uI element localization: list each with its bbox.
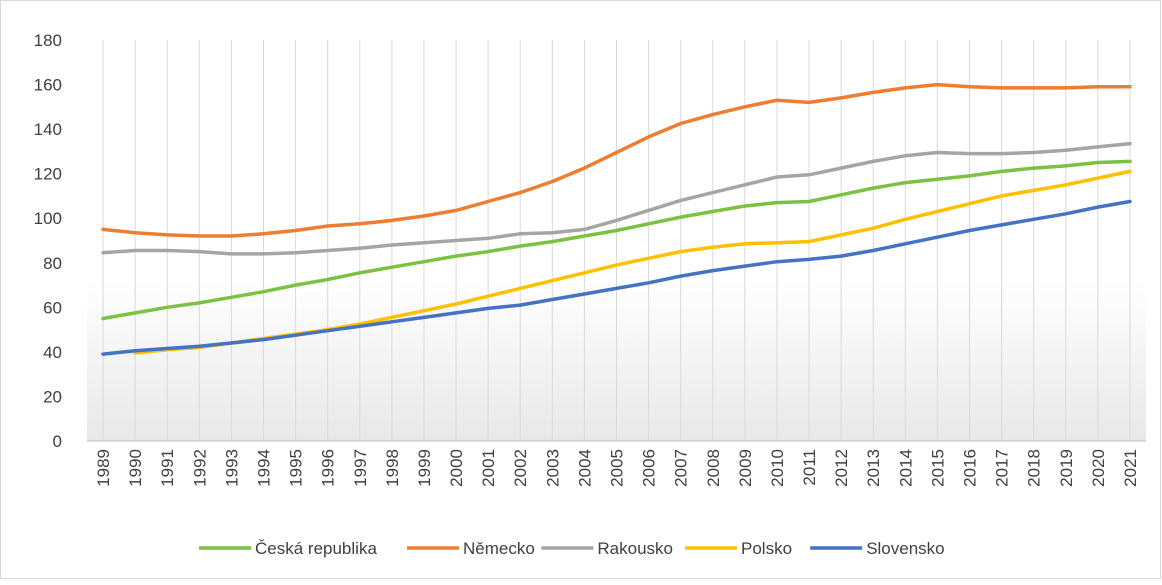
- y-tick-label: 160: [34, 76, 62, 95]
- y-tick-label: 100: [34, 209, 62, 228]
- x-tick-label: 2020: [1089, 449, 1108, 487]
- y-tick-label: 60: [43, 298, 62, 317]
- x-tick-label: 2003: [543, 449, 562, 487]
- legend-label: Česká republika: [255, 539, 377, 558]
- x-tick-label: 2002: [511, 449, 530, 487]
- series-line: [101, 199, 1132, 356]
- series-line: [101, 141, 1132, 256]
- x-tick-label: 2017: [993, 449, 1012, 487]
- x-tick-label: 2008: [704, 449, 723, 487]
- x-tick-label: 2001: [479, 449, 498, 487]
- y-tick-label: 80: [43, 254, 62, 273]
- y-tick-label: 0: [53, 432, 62, 451]
- x-tick-label: 2014: [896, 449, 915, 487]
- y-tick-label: 120: [34, 165, 62, 184]
- legend-label: Německo: [463, 539, 535, 558]
- series-line: [101, 82, 1132, 238]
- x-tick-label: 2018: [1025, 449, 1044, 487]
- x-tick-label: 2019: [1057, 449, 1076, 487]
- x-tick-label: 2006: [640, 449, 659, 487]
- x-tick-label: 2012: [832, 449, 851, 487]
- legend-label: Polsko: [741, 539, 792, 558]
- x-tick-label: 2009: [736, 449, 755, 487]
- x-tick-label: 1994: [255, 449, 274, 487]
- series-line: [101, 159, 1132, 321]
- x-tick-label: 1998: [383, 449, 402, 487]
- x-tick-label: 2005: [608, 449, 627, 487]
- x-tick-label: 1993: [222, 449, 241, 487]
- x-tick-label: 1995: [287, 449, 306, 487]
- y-tick-label: 40: [43, 343, 62, 362]
- x-tick-label: 1992: [190, 449, 209, 487]
- x-tick-label: 1989: [94, 449, 113, 487]
- legend-label: Slovensko: [866, 539, 944, 558]
- x-tick-label: 2011: [800, 449, 819, 486]
- y-tick-label: 140: [34, 120, 62, 139]
- x-tick-label: 2015: [928, 449, 947, 487]
- x-tick-label: 2010: [768, 449, 787, 487]
- y-tick-label: 20: [43, 387, 62, 406]
- x-tick-label: 2013: [864, 449, 883, 487]
- x-tick-label: 1999: [415, 449, 434, 487]
- x-tick-label: 2016: [961, 449, 980, 487]
- x-tick-label: 1990: [126, 449, 145, 487]
- y-tick-label: 180: [34, 31, 62, 50]
- x-tick-label: 2004: [575, 449, 594, 487]
- x-tick-label: 2000: [447, 449, 466, 487]
- x-tick-label: 2021: [1121, 449, 1140, 487]
- legend-label: Rakousko: [597, 539, 673, 558]
- x-tick-label: 1991: [158, 449, 177, 487]
- x-tick-label: 2007: [672, 449, 691, 487]
- x-tick-label: 1996: [319, 449, 338, 487]
- x-tick-label: 1997: [351, 449, 370, 487]
